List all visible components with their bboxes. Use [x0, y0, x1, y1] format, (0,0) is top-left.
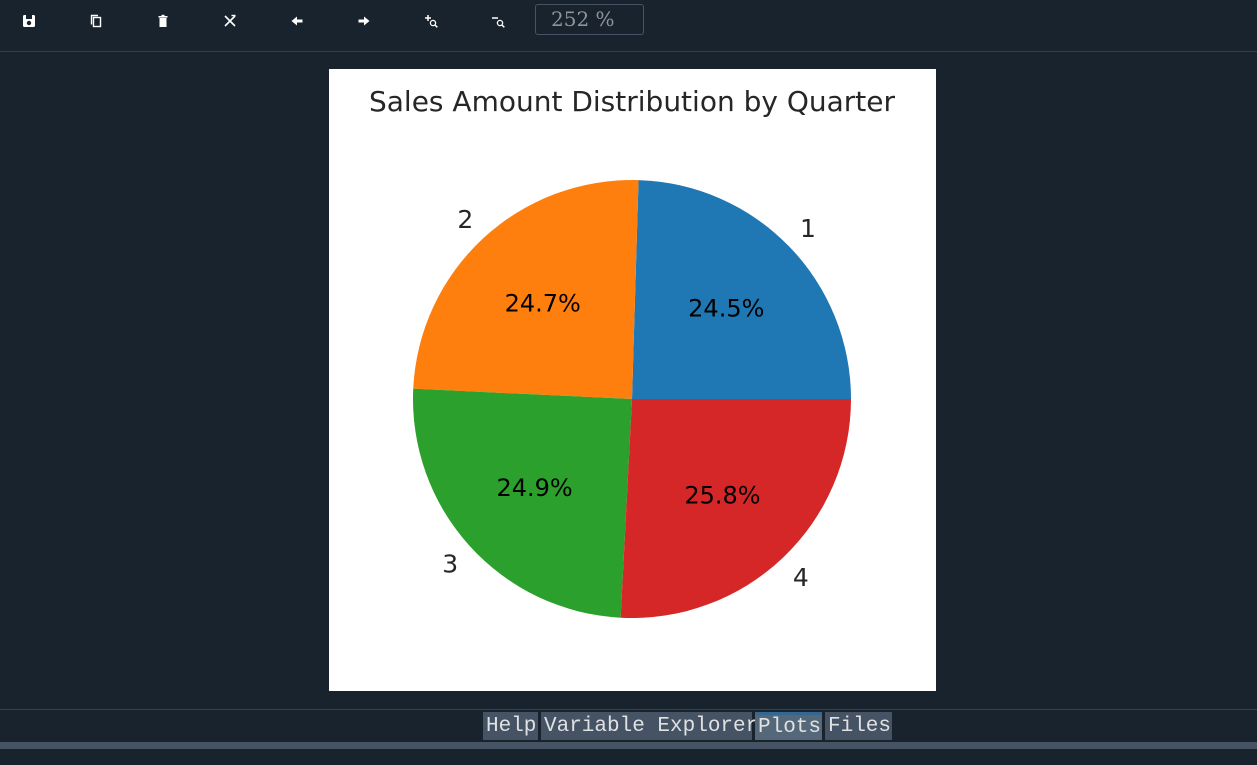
- slice-category-label: 2: [457, 205, 473, 234]
- copy-icon: [90, 14, 102, 28]
- chart-title: Sales Amount Distribution by Quarter: [369, 85, 896, 118]
- pane-tabs: Help Variable Explorer Plots Files: [0, 711, 1257, 742]
- tab-plots[interactable]: Plots: [755, 712, 822, 740]
- slice-percent-label: 24.9%: [496, 474, 572, 502]
- copy-button[interactable]: [83, 8, 109, 34]
- status-bar: [0, 742, 1257, 749]
- remove-all-button[interactable]: [217, 8, 243, 34]
- plot-figure: Sales Amount Distribution by Quarter 24.…: [329, 69, 936, 691]
- zoom-out-button[interactable]: [485, 8, 511, 34]
- pie-slice-4: [620, 399, 851, 618]
- slice-percent-label: 24.7%: [505, 290, 581, 318]
- pie-chart: Sales Amount Distribution by Quarter 24.…: [369, 85, 896, 618]
- tab-help[interactable]: Help: [483, 712, 538, 740]
- zoom-level-field[interactable]: 252 %: [535, 4, 644, 35]
- arrow-right-icon: [358, 16, 370, 26]
- pie-slice-1: [632, 180, 851, 399]
- remove-all-icon: [224, 14, 236, 27]
- plots-toolbar: 252 %: [0, 0, 1257, 52]
- zoom-out-icon: [492, 17, 505, 28]
- slice-percent-label: 24.5%: [688, 294, 764, 322]
- tab-files[interactable]: Files: [825, 712, 892, 740]
- pie-slice-3: [413, 388, 632, 618]
- remove-button[interactable]: [150, 8, 176, 34]
- zoom-in-button[interactable]: [418, 8, 444, 34]
- previous-button[interactable]: [284, 8, 310, 34]
- plot-viewer: Sales Amount Distribution by Quarter 24.…: [0, 52, 1257, 709]
- arrow-left-icon: [291, 16, 303, 26]
- slice-category-label: 4: [793, 563, 809, 592]
- zoom-in-icon: [425, 15, 438, 28]
- pie-slice-2: [413, 180, 639, 399]
- trash-icon: [158, 14, 168, 27]
- save-icon: [23, 15, 35, 27]
- slice-category-label: 3: [442, 550, 458, 579]
- tab-variable-explorer[interactable]: Variable Explorer: [541, 712, 758, 740]
- next-button[interactable]: [351, 8, 377, 34]
- slice-percent-label: 25.8%: [684, 481, 760, 509]
- save-button[interactable]: [16, 8, 42, 34]
- slice-category-label: 1: [800, 214, 816, 243]
- separator: [0, 709, 1257, 710]
